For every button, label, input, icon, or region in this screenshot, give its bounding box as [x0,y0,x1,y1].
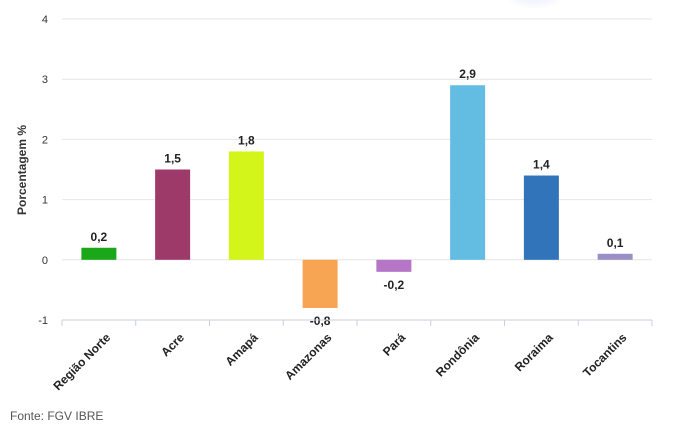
data-label: 1,5 [164,152,181,166]
bar [155,169,191,260]
bar [376,259,412,272]
bar [81,247,117,260]
x-tick-label: Roraima [512,330,556,374]
data-label: 2,9 [459,67,476,81]
grid-lines [62,18,652,261]
source-note: Fonte: FGV IBRE [10,409,104,423]
y-tick-label: 2 [42,134,48,146]
decorative-blob [500,0,570,10]
x-tick-label: Rondônia [433,330,482,379]
bars [81,85,633,308]
x-tick-label: Tocantins [580,330,630,380]
bar [450,85,486,260]
x-tick-label: Amazonas [282,330,335,383]
data-label: -0,2 [384,278,405,292]
y-tick-label: 0 [42,255,48,267]
y-tick-label: -1 [38,315,48,327]
y-tick-label: 3 [42,74,48,86]
y-axis-ticks: -1 0 1 2 3 4 [38,14,48,327]
bar [302,259,338,308]
x-tick-label: Pará [380,330,409,359]
y-tick-label: 1 [42,195,48,207]
data-label: 1,8 [238,133,255,147]
data-label: 0,1 [607,236,624,250]
y-tick-label: 4 [42,14,48,26]
y-axis-label: Porcentagem % [15,125,29,215]
x-tick-label: Região Norte [51,330,114,393]
bar [523,175,559,260]
data-label: -0,8 [310,314,331,328]
bar [597,253,633,260]
x-tick-label: Amapá [223,330,261,368]
x-axis-ticks: Região Norte Acre Amapá Amazonas Pará Rondôni… [51,320,653,393]
data-label: 1,4 [533,158,550,172]
data-label: 0,2 [91,230,108,244]
x-tick-label: Acre [158,330,187,359]
bar [228,151,264,260]
data-labels: 0,2 1,5 1,8 -0,8 -0,2 2,9 1,4 0,1 [91,67,624,328]
